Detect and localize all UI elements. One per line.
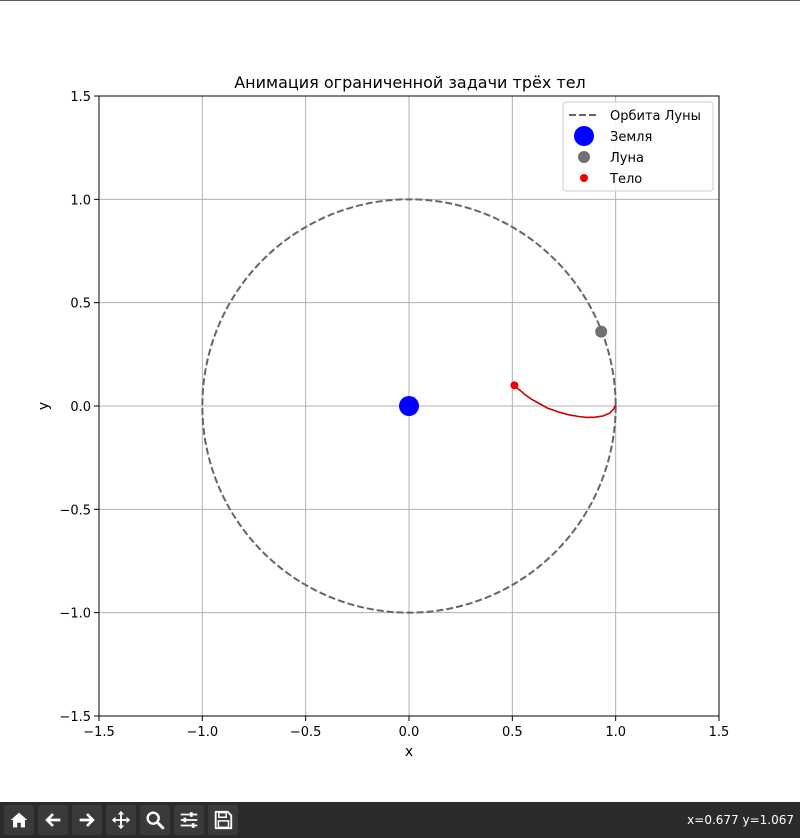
- legend-label-moon: Луна: [610, 151, 644, 166]
- pan-button[interactable]: [106, 805, 136, 835]
- chart-title: Анимация ограниченной задачи трёх тел: [234, 73, 586, 92]
- ticks-layer: −1.5 −1.0 −0.5 0.0 0.5 1.0 1.5 −1.5 −1.0 −0.5 0.0 0…: [59, 90, 729, 740]
- navigation-toolbar: x=0.677 y=1.067: [0, 802, 800, 838]
- y-tick-label: 1.0: [70, 193, 91, 208]
- x-tick-label: 1.0: [605, 725, 626, 740]
- legend-label-body: Тело: [609, 172, 642, 187]
- markers-layer: [399, 325, 608, 416]
- moon-point: [595, 325, 608, 338]
- x-axis-label: x: [405, 744, 413, 760]
- zoom-icon: [146, 811, 165, 830]
- back-button[interactable]: [38, 805, 68, 835]
- x-tick-label: 0.5: [502, 725, 523, 740]
- y-tick-label: −1.5: [59, 710, 91, 725]
- configure-subplots-button[interactable]: [174, 805, 204, 835]
- save-button[interactable]: [208, 805, 238, 835]
- cursor-coordinates: x=0.677 y=1.067: [687, 813, 794, 827]
- window-top-border: [0, 0, 800, 1]
- trajectory-layer: [513, 384, 617, 419]
- x-tick-label: −0.5: [290, 725, 322, 740]
- back-arrow-icon: [45, 813, 61, 827]
- x-tick-label: −1.5: [83, 725, 115, 740]
- forward-arrow-icon: [79, 813, 95, 827]
- body-point: [510, 381, 519, 390]
- legend-label-earth: Земля: [610, 130, 652, 145]
- forward-button[interactable]: [72, 805, 102, 835]
- pan-icon: [111, 810, 131, 830]
- home-button[interactable]: [4, 805, 34, 835]
- configure-subplots-icon: [180, 812, 198, 828]
- plot-figure: Анимация ограниченной задачи трёх тел −1…: [36, 73, 729, 760]
- earth-point: [399, 396, 419, 416]
- x-tick-label: 1.5: [709, 725, 730, 740]
- y-axis-label: y: [36, 402, 52, 410]
- x-tick-label: −1.0: [187, 725, 219, 740]
- y-tick-label: −1.0: [59, 607, 91, 622]
- legend-box: [562, 101, 714, 192]
- y-tick-label: 1.5: [70, 90, 91, 105]
- y-tick-label: 0.0: [70, 400, 91, 415]
- legend: Орбита Луны Земля Луна Тело: [562, 101, 714, 192]
- legend-moon-swatch: [578, 151, 590, 163]
- x-tick-label: 0.0: [399, 725, 420, 740]
- legend-label-orbit: Орбита Луны: [610, 109, 701, 124]
- zoom-button[interactable]: [140, 805, 170, 835]
- legend-body-swatch: [580, 174, 588, 182]
- save-icon: [214, 810, 233, 830]
- home-icon: [10, 812, 28, 828]
- legend-earth-swatch: [574, 126, 594, 146]
- y-tick-label: 0.5: [70, 297, 91, 312]
- y-tick-label: −0.5: [59, 503, 91, 518]
- body-trajectory-line: [513, 384, 617, 419]
